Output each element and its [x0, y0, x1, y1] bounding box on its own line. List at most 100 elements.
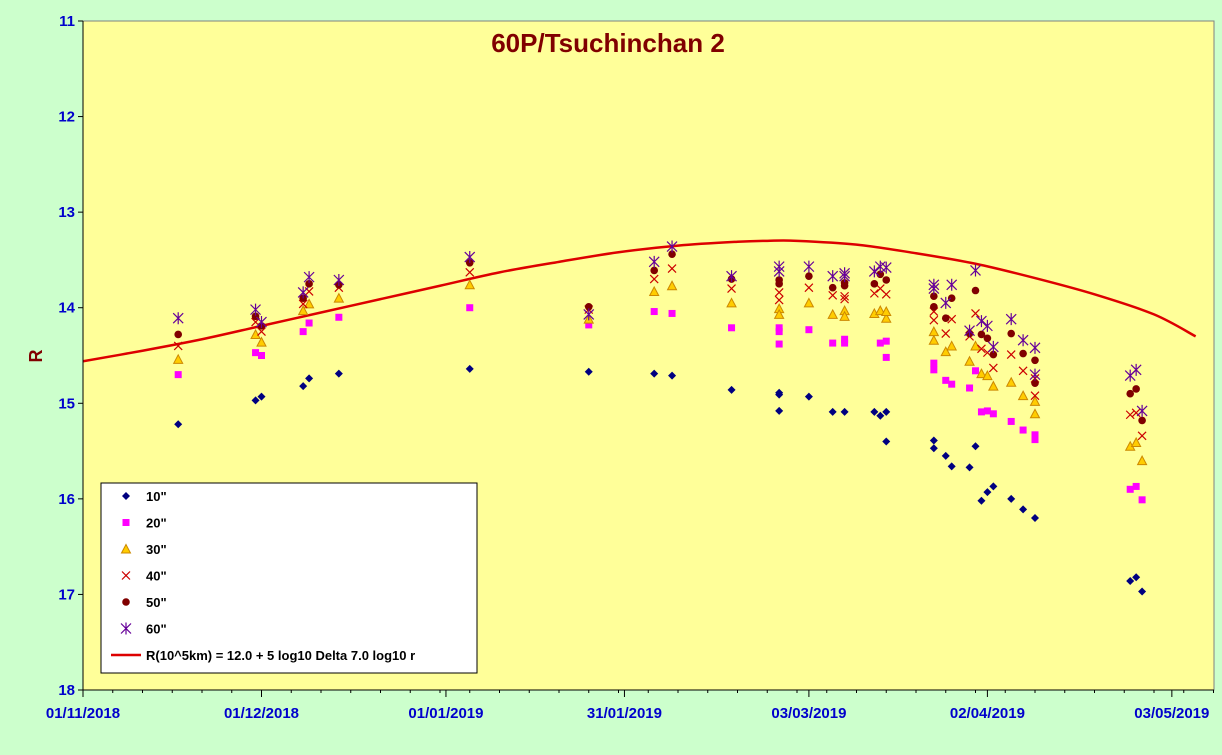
data-point	[940, 346, 952, 357]
data-point	[465, 267, 475, 277]
y-tick-label: 13	[58, 204, 75, 221]
data-point	[983, 407, 991, 415]
data-point	[1019, 349, 1027, 358]
data-point	[1136, 455, 1148, 466]
data-point	[882, 407, 891, 416]
y-axis-label: R	[26, 350, 46, 363]
data-point	[940, 296, 952, 309]
data-point	[650, 369, 659, 378]
data-point	[648, 255, 660, 268]
data-point	[1136, 404, 1148, 417]
data-point	[774, 295, 784, 305]
x-tick-label: 03/03/2019	[771, 705, 846, 722]
data-point	[971, 286, 980, 295]
x-tick-label: 02/04/2019	[950, 705, 1025, 722]
data-point	[841, 335, 849, 343]
data-point	[828, 407, 837, 416]
data-point	[964, 355, 975, 366]
data-point	[1007, 494, 1016, 503]
legend-marker	[122, 492, 130, 500]
legend-entry: 40"	[121, 569, 167, 584]
data-point	[983, 488, 992, 497]
model-line-layer	[83, 239, 1197, 363]
data-point	[305, 374, 314, 383]
data-point	[874, 305, 886, 316]
data-point	[303, 271, 315, 284]
data-point	[989, 410, 997, 418]
data-point	[882, 437, 891, 446]
data-point	[988, 380, 999, 391]
data-point	[942, 376, 950, 384]
data-points-layer	[172, 240, 1148, 596]
data-point	[256, 336, 267, 347]
x-tick-label: 01/01/2019	[408, 705, 483, 722]
data-point	[251, 396, 260, 405]
legend-label: 50"	[146, 595, 167, 610]
y-tick-label: 14	[58, 300, 75, 317]
data-point	[882, 337, 890, 345]
data-point	[805, 326, 813, 334]
data-point	[829, 339, 837, 347]
data-point	[1031, 431, 1039, 439]
series-60	[172, 240, 1148, 417]
data-point	[775, 328, 783, 336]
y-tick-label: 17	[58, 586, 75, 603]
data-point	[173, 341, 183, 351]
data-point	[775, 390, 784, 399]
data-point	[841, 339, 849, 347]
data-point	[726, 270, 737, 283]
data-point	[257, 392, 266, 401]
data-point	[250, 328, 261, 339]
x-tick-label: 31/01/2019	[587, 705, 662, 722]
data-point	[805, 272, 813, 280]
data-point	[649, 274, 659, 284]
data-point	[1031, 356, 1039, 365]
data-point	[930, 359, 938, 367]
series-20	[174, 304, 1146, 504]
data-point	[1138, 416, 1146, 425]
x-tick-label: 01/12/2018	[224, 705, 299, 722]
data-point	[989, 350, 998, 359]
data-point	[1031, 379, 1039, 388]
data-point	[299, 382, 308, 391]
data-point	[1017, 390, 1029, 401]
data-point	[840, 407, 849, 416]
data-point	[965, 463, 974, 472]
data-point	[583, 308, 595, 321]
data-point	[172, 353, 184, 364]
data-point	[1007, 417, 1015, 425]
data-point	[928, 278, 940, 291]
data-point	[668, 250, 676, 258]
data-point	[1018, 366, 1028, 376]
legend-label: 60"	[146, 622, 167, 637]
data-point	[1029, 341, 1041, 354]
data-point	[1019, 505, 1028, 514]
data-point	[1130, 363, 1142, 376]
legend-label: R(10^5km) = 12.0 + 5 log10 Delta 7.0 log…	[146, 648, 415, 663]
data-point	[464, 279, 476, 290]
data-point	[584, 367, 593, 376]
data-point	[981, 319, 993, 332]
data-point	[667, 264, 677, 273]
data-point	[252, 349, 260, 357]
series-50	[174, 250, 1146, 425]
data-point	[666, 280, 678, 291]
legend-entry: 30"	[120, 542, 167, 557]
data-point	[585, 321, 593, 329]
data-point	[946, 278, 958, 291]
data-point	[775, 340, 783, 348]
data-point	[881, 289, 891, 299]
y-tick-label: 15	[58, 395, 75, 412]
data-point	[773, 308, 785, 319]
data-point	[804, 283, 814, 293]
model-line	[83, 239, 1197, 363]
data-point	[464, 251, 476, 264]
legend-label: 20"	[146, 516, 167, 531]
data-point	[982, 370, 993, 381]
data-point	[648, 285, 660, 296]
data-point	[250, 303, 261, 316]
data-point	[775, 324, 783, 332]
data-point	[876, 411, 885, 420]
legend-box	[100, 482, 478, 674]
